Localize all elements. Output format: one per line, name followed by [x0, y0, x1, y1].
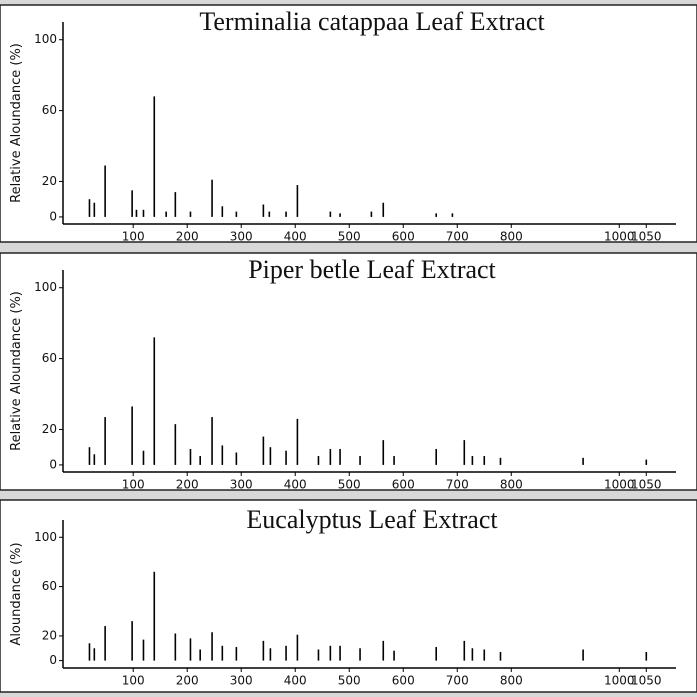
x-tick-label: 800	[500, 478, 523, 492]
x-tick-label: 1000	[604, 230, 635, 244]
y-tick-label: 60	[42, 351, 57, 365]
panel	[0, 499, 697, 693]
x-tick-label: 500	[338, 674, 361, 688]
y-tick-label: 0	[49, 457, 57, 471]
panel	[0, 4, 697, 243]
x-tick-label: 300	[230, 230, 253, 244]
y-tick-label: 60	[42, 103, 57, 117]
x-tick-label: 300	[230, 478, 253, 492]
x-tick-label: 400	[284, 674, 307, 688]
x-tick-label: 500	[338, 230, 361, 244]
y-tick-label: 100	[34, 280, 57, 294]
x-tick-label: 700	[446, 674, 469, 688]
y-axis-label: Relative Aloundance (%)	[9, 291, 24, 451]
x-tick-label: 800	[500, 230, 523, 244]
chart-title: Terminalia catappaa Leaf Extract	[199, 7, 545, 36]
x-tick-label: 200	[176, 230, 199, 244]
x-tick-label: 500	[338, 478, 361, 492]
x-tick-label: 1000	[604, 674, 635, 688]
x-tick-label: 700	[446, 230, 469, 244]
x-tick-label: 200	[176, 674, 199, 688]
y-tick-label: 20	[42, 422, 57, 436]
x-tick-label: 100	[122, 674, 145, 688]
x-tick-label: 800	[500, 674, 523, 688]
x-tick-label: 100	[122, 230, 145, 244]
x-tick-label: 1000	[604, 478, 635, 492]
y-tick-label: 60	[42, 579, 57, 593]
y-tick-label: 20	[42, 174, 57, 188]
y-axis-label: Aloundance (%)	[9, 542, 24, 645]
x-tick-label: 1050	[631, 674, 662, 688]
x-tick-label: 300	[230, 674, 253, 688]
y-axis-label: Relative Aloundance (%)	[9, 43, 24, 203]
x-tick-label: 700	[446, 478, 469, 492]
y-tick-label: 100	[34, 530, 57, 544]
x-tick-label: 1050	[631, 478, 662, 492]
x-tick-label: 400	[284, 478, 307, 492]
panel	[0, 252, 697, 491]
chart-title: Eucalyptus Leaf Extract	[246, 505, 498, 534]
x-tick-label: 200	[176, 478, 199, 492]
y-tick-label: 0	[49, 209, 57, 223]
y-tick-label: 100	[34, 32, 57, 46]
x-tick-label: 100	[122, 478, 145, 492]
x-tick-label: 1050	[631, 230, 662, 244]
x-tick-label: 600	[392, 674, 415, 688]
x-tick-label: 600	[392, 230, 415, 244]
chart-title: Piper betle Leaf Extract	[248, 255, 496, 284]
x-tick-label: 600	[392, 478, 415, 492]
y-tick-label: 20	[42, 628, 57, 642]
x-tick-label: 400	[284, 230, 307, 244]
y-tick-label: 0	[49, 653, 57, 667]
